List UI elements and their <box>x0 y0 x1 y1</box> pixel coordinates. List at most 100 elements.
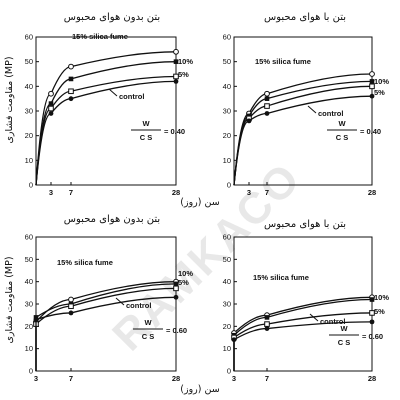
x-tick-label: 28 <box>368 188 376 197</box>
chart-panel-3: بتن بدون هوای محبوس 0 10 20 30 40 50 60 3 7 28 15% … <box>25 214 194 383</box>
y-tick-label: 40 <box>25 277 33 286</box>
y-tick-label: 0 <box>29 367 33 376</box>
ratio-numerator: W <box>340 324 348 333</box>
data-point <box>246 118 252 124</box>
y-tick-label: 60 <box>223 33 231 42</box>
x-tick-label: 3 <box>34 374 38 383</box>
ratio-denominator: C S <box>336 133 349 142</box>
y-tick-label: 0 <box>227 367 231 376</box>
y-tick-label: 30 <box>25 107 33 116</box>
y-tick-label: 50 <box>223 255 231 264</box>
data-point <box>68 310 74 316</box>
series-label: 15% silica fume <box>72 32 128 41</box>
y-tick-label: 10 <box>223 156 231 165</box>
data-point <box>264 111 270 116</box>
data-point <box>264 315 270 320</box>
data-point <box>369 310 375 316</box>
data-point <box>264 321 270 327</box>
series-line-4 <box>233 95 373 186</box>
y-axis-title-top: مقاومت فشاری (MP) <box>4 56 15 143</box>
control-leader-line <box>307 105 317 114</box>
y-tick-label: 10 <box>25 156 33 165</box>
data-point <box>173 73 179 80</box>
ratio-denominator: C S <box>338 338 351 347</box>
data-point <box>369 319 375 325</box>
y-tick-label: 40 <box>25 82 33 91</box>
series-label: 15% silica fume <box>255 57 311 66</box>
x-tick-label: 3 <box>247 188 251 197</box>
data-point <box>33 317 39 323</box>
plot-frame <box>233 236 373 372</box>
y-tick-label: 0 <box>227 181 231 190</box>
data-point <box>264 90 270 97</box>
ratio-value: = 0.60 <box>166 326 187 335</box>
y-tick-label: 40 <box>223 277 231 286</box>
series-label: control <box>320 317 345 326</box>
y-tick-label: 20 <box>25 131 33 140</box>
data-point <box>264 103 270 109</box>
y-tick-label: 60 <box>25 233 33 242</box>
data-point <box>369 83 375 90</box>
panel-title: بتن با هوای محبوس <box>264 219 346 230</box>
y-axis-title-bottom: مقاومت فشاری (MP) <box>4 256 15 343</box>
data-point <box>48 105 54 112</box>
series-label: 15% silica fume <box>253 273 309 282</box>
y-tick-label: 20 <box>223 131 231 140</box>
data-point <box>48 101 54 106</box>
data-point <box>173 79 179 84</box>
x-tick-label: 7 <box>69 188 73 197</box>
data-point <box>68 96 74 102</box>
y-tick-label: 20 <box>25 322 33 331</box>
series-label: 10% <box>178 269 193 278</box>
series-label: 5% <box>374 307 385 316</box>
series-line-4 <box>233 321 373 371</box>
data-point <box>369 71 375 77</box>
series-label: 5% <box>178 278 189 287</box>
data-point <box>68 88 74 95</box>
series-label: 5% <box>178 70 189 79</box>
control-leader-line <box>115 297 125 306</box>
y-tick-label: 20 <box>223 322 231 331</box>
data-point <box>68 76 74 82</box>
data-point <box>68 63 74 70</box>
x-tick-label: 28 <box>368 374 376 383</box>
series-label: 10% <box>374 77 389 86</box>
x-axis-title-bottom: سن (روز) <box>180 384 219 395</box>
y-tick-label: 50 <box>223 57 231 66</box>
chart-panel-2: بتن با هوای محبوس 0 10 20 30 40 50 60 3 7 28 15% si… <box>223 12 390 197</box>
data-point <box>264 96 270 101</box>
y-tick-label: 30 <box>223 107 231 116</box>
control-leader-line <box>309 313 319 322</box>
y-tick-label: 30 <box>223 300 231 309</box>
y-tick-label: 60 <box>223 233 231 242</box>
series-line-2 <box>35 61 177 186</box>
data-point <box>369 297 375 302</box>
ratio-denominator: C S <box>140 133 153 142</box>
panel-title: بتن بدون هوای محبوس <box>64 214 160 225</box>
ratio-numerator: W <box>142 119 150 128</box>
series-label: control <box>126 301 151 310</box>
data-point <box>173 48 179 55</box>
x-tick-label: 28 <box>172 374 180 383</box>
data-point <box>48 90 54 97</box>
data-point <box>48 111 54 116</box>
series-label: control <box>318 109 343 118</box>
series-line-1 <box>35 51 177 186</box>
series-line-4 <box>35 80 177 186</box>
series-line-2 <box>233 80 373 186</box>
ratio-denominator: C S <box>142 332 155 341</box>
x-axis-title-top: سن (روز) <box>180 197 219 208</box>
data-point <box>173 281 179 287</box>
x-tick-label: 7 <box>265 374 269 383</box>
data-point <box>369 79 375 84</box>
y-tick-label: 40 <box>223 82 231 91</box>
y-tick-label: 50 <box>25 255 33 264</box>
data-point <box>369 93 375 99</box>
data-point <box>68 296 74 303</box>
x-tick-label: 7 <box>69 374 73 383</box>
data-point <box>264 326 270 331</box>
chart-panel-4: بتن با هوای محبوس 0 10 20 30 40 50 60 3 7 28 15% si… <box>223 219 390 383</box>
series-line-3 <box>35 75 177 186</box>
x-tick-label: 3 <box>49 188 53 197</box>
series-line-3 <box>233 85 373 186</box>
